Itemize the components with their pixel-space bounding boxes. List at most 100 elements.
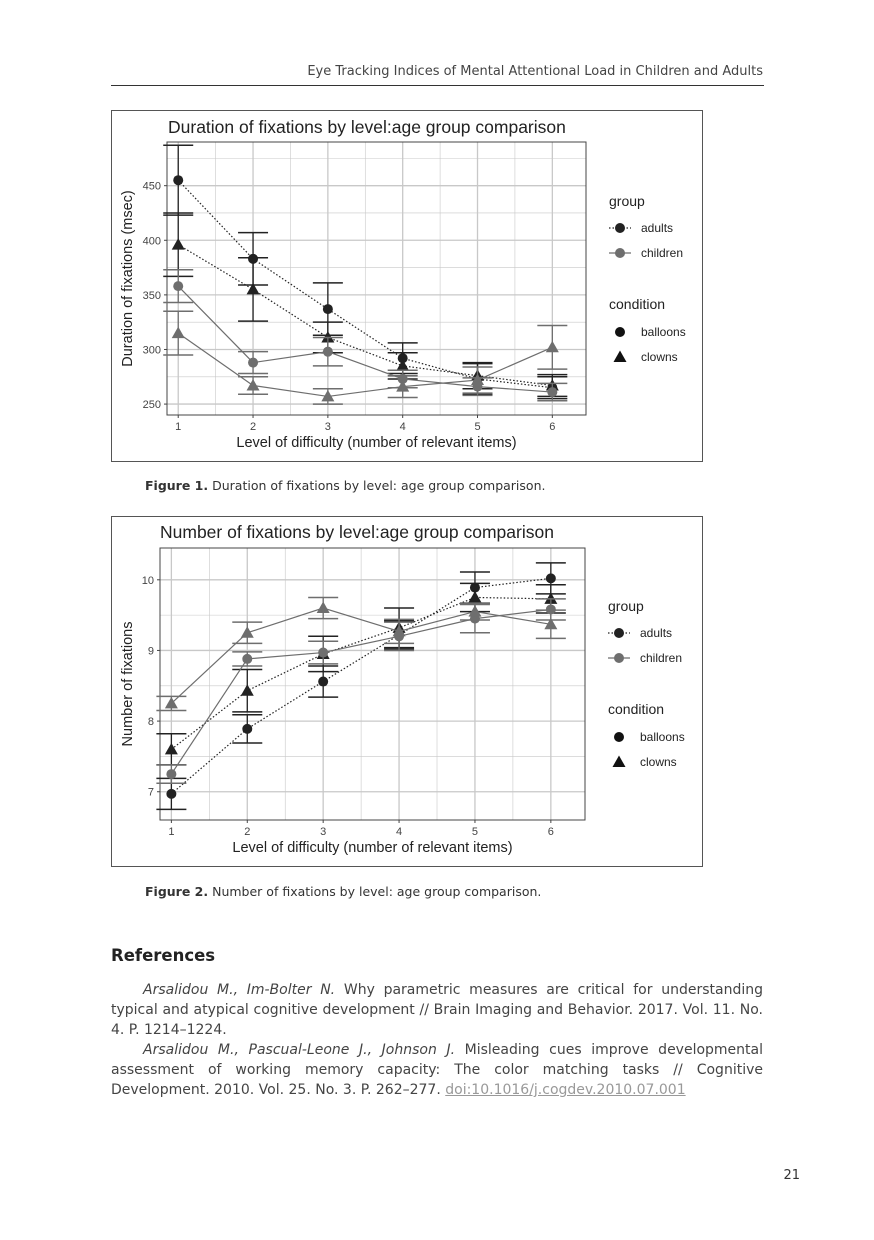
legend-group-title: group <box>608 598 644 614</box>
figure-2: Number of fixations by level:age group c… <box>111 516 703 867</box>
y-tick-label: 250 <box>143 399 161 411</box>
page-number: 21 <box>783 1168 800 1183</box>
data-point-triangle <box>392 624 406 637</box>
y-tick-label: 450 <box>143 181 161 193</box>
x-tick-label: 2 <box>250 421 256 433</box>
legend-point-key <box>615 248 625 258</box>
series-line <box>170 607 551 704</box>
series-line <box>170 608 551 775</box>
data-point-triangle <box>240 626 254 638</box>
series-line <box>177 285 553 393</box>
figure-1-caption: Figure 1. Duration of fixations by level… <box>145 478 545 493</box>
data-point-triangle <box>246 379 260 391</box>
data-point-triangle <box>240 684 254 696</box>
data-point-triangle <box>171 326 185 339</box>
series-children-clowns <box>163 310 568 405</box>
references-heading: References <box>111 946 216 965</box>
data-point-triangle <box>544 617 558 630</box>
x-axis-title: Level of difficulty (number of relevant … <box>232 840 512 856</box>
running-header: Eye Tracking Indices of Mental Attention… <box>307 64 763 79</box>
doi-link[interactable]: doi:10.1016/j.cogdev.2010.07.001 <box>445 1082 686 1098</box>
legend-point-key <box>615 223 625 233</box>
data-point-circle <box>242 723 253 734</box>
y-tick-label: 8 <box>148 716 154 728</box>
data-point-triangle <box>396 359 410 371</box>
x-tick-label: 4 <box>400 421 406 433</box>
data-point-triangle <box>164 696 178 709</box>
data-point-triangle <box>396 380 410 392</box>
grid-lines <box>160 548 585 820</box>
figure-2-caption-text: Number of fixations by level: age group … <box>212 884 542 899</box>
data-point-triangle <box>171 238 185 250</box>
data-point-circle <box>173 281 184 292</box>
x-tick-label: 3 <box>325 421 331 433</box>
data-point-circle <box>322 304 333 315</box>
y-tick-label: 7 <box>148 787 154 799</box>
legend-triangle-key <box>612 755 626 767</box>
plot-panel <box>159 547 586 821</box>
legend-group-item: children <box>641 246 683 260</box>
legend-condition-item: clowns <box>640 755 677 769</box>
legend-group-item: children <box>640 651 682 665</box>
header-rule <box>111 85 764 86</box>
x-tick-label: 1 <box>168 826 174 838</box>
plot-panel <box>166 141 587 416</box>
data-point-circle <box>248 357 259 368</box>
x-tick-label: 1 <box>175 421 181 433</box>
legend-condition-title: condition <box>609 296 665 312</box>
legend-triangle-key <box>613 350 627 362</box>
y-tick-label: 10 <box>142 575 154 587</box>
x-tick-label: 6 <box>549 421 555 433</box>
figure-1-label: Figure 1. <box>145 478 209 493</box>
data-point-circle <box>545 573 556 584</box>
x-tick-label: 5 <box>474 421 480 433</box>
reference-item: Arsalidou M., Pascual-Leone J., Johnson … <box>111 1040 763 1100</box>
legend-condition-title: condition <box>608 701 664 717</box>
data-point-triangle <box>468 590 482 603</box>
x-tick-label: 5 <box>472 826 478 838</box>
reference-text: Misleading cues improve developmental as… <box>111 1042 763 1098</box>
legend-point-key <box>614 653 624 663</box>
y-axis-title: Duration of fixations (msec) <box>120 190 136 366</box>
duration-of-fixations-chart: Duration of fixations by level:age group… <box>120 117 686 451</box>
data-point-circle <box>318 647 329 658</box>
data-point-triangle <box>468 605 482 617</box>
reference-item: Arsalidou M., Im-Bolter N. Why parametri… <box>111 980 763 1040</box>
x-tick-label: 3 <box>320 826 326 838</box>
data-point-circle <box>166 769 177 780</box>
y-tick-label: 350 <box>143 290 161 302</box>
data-point-circle <box>166 788 177 799</box>
legend-point-key <box>614 628 624 638</box>
series-line <box>177 179 553 389</box>
data-point-triangle <box>246 282 260 295</box>
data-point-circle <box>547 387 558 398</box>
chart-legend: group adults children condition balloons clow… <box>609 193 686 364</box>
y-tick-label: 300 <box>143 344 161 356</box>
chart-title: Duration of fixations by level:age group… <box>168 117 566 137</box>
x-axis-title: Level of difficulty (number of relevant … <box>236 435 516 451</box>
chart-title: Number of fixations by level:age group c… <box>160 522 554 542</box>
y-axis-title: Number of fixations <box>120 622 136 747</box>
data-point-circle <box>173 175 184 186</box>
grid-lines <box>167 142 586 415</box>
data-point-triangle <box>471 373 485 386</box>
figure-2-caption: Figure 2. Number of fixations by level: … <box>145 884 541 899</box>
y-tick-label: 400 <box>143 235 161 247</box>
legend-circle-key <box>614 732 624 742</box>
reference-authors: Arsalidou M., Pascual-Leone J., Johnson … <box>143 1042 456 1058</box>
reference-text: Why parametric measures are critical for… <box>111 982 763 1038</box>
chart-legend: group adults children condition balloons clow… <box>608 598 685 769</box>
series-children-clowns <box>156 596 566 712</box>
reference-authors: Arsalidou M., Im-Bolter N. <box>143 982 336 998</box>
x-tick-label: 6 <box>548 826 554 838</box>
figure-2-label: Figure 2. <box>145 884 209 899</box>
figure-1-caption-text: Duration of fixations by level: age grou… <box>212 478 546 493</box>
number-of-fixations-chart: Number of fixations by level:age group c… <box>120 522 685 856</box>
legend-group-title: group <box>609 193 645 209</box>
legend-group-item: adults <box>641 221 673 235</box>
legend-condition-item: clowns <box>641 350 678 364</box>
data-point-triangle <box>316 601 330 614</box>
y-tick-label: 9 <box>148 645 154 657</box>
data-point-circle <box>242 653 253 664</box>
data-point-triangle <box>321 389 335 402</box>
